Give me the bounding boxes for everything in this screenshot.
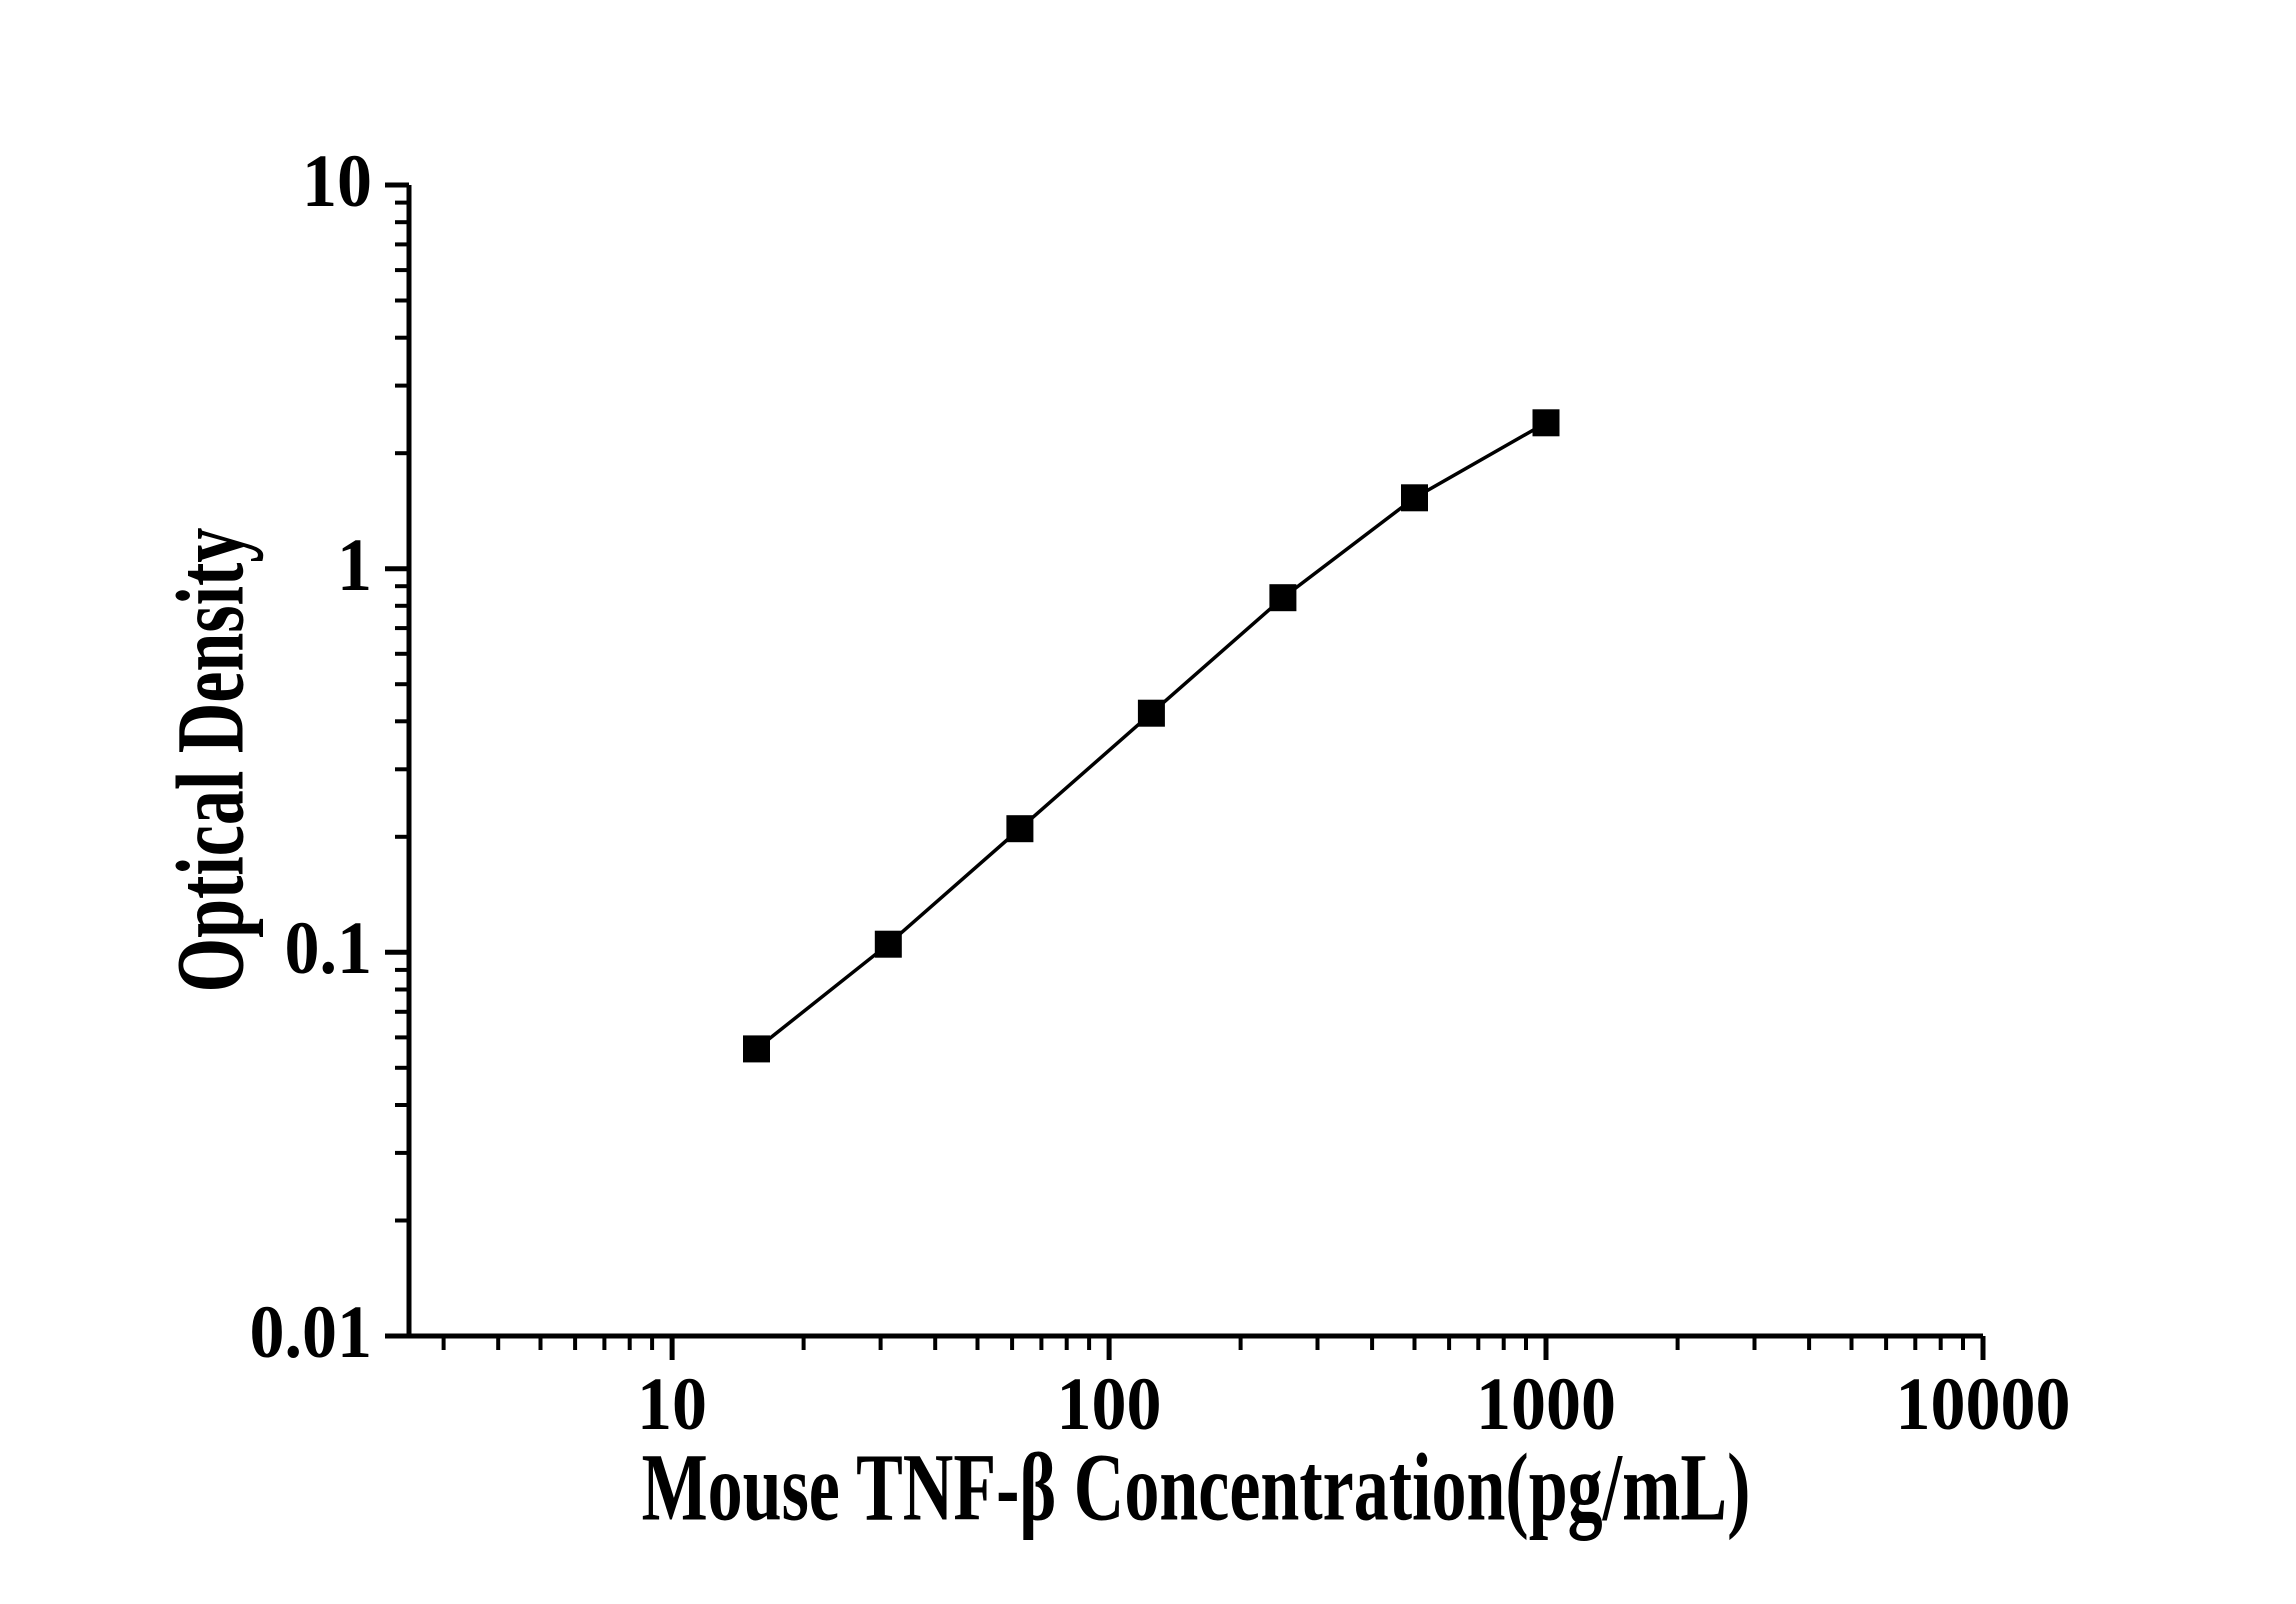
x-tick-label: 1000: [1476, 1363, 1616, 1447]
x-tick-label: 100: [1056, 1363, 1162, 1447]
data-point-marker: [1532, 409, 1560, 437]
y-tick-label: 1: [337, 524, 372, 608]
y-tick-label: 10: [302, 140, 372, 224]
data-point-marker: [743, 1035, 770, 1063]
data-point-marker: [1269, 584, 1297, 612]
x-tick-label: 10: [637, 1363, 707, 1447]
data-point-marker: [874, 930, 902, 958]
data-point-marker: [1137, 699, 1165, 727]
data-point-marker: [1401, 484, 1428, 512]
y-tick-label: 0.1: [284, 907, 373, 991]
data-point-marker: [1006, 815, 1034, 843]
y-tick-label: 0.01: [249, 1291, 373, 1375]
x-tick-label: 10000: [1895, 1363, 2071, 1447]
x-axis-title: Mouse TNF-β Concentration(pg/mL): [641, 1435, 1751, 1542]
y-axis-title: Optical Density: [158, 527, 265, 993]
